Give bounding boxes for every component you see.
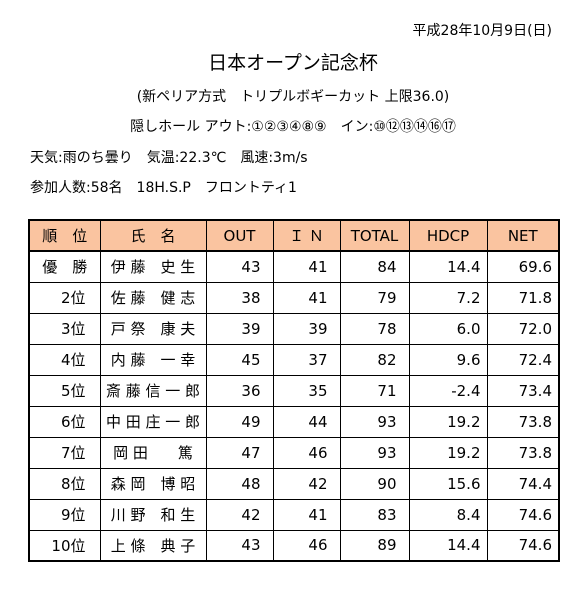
table-row: 10位 上 條 典 子 43 46 89 14.4 74.6 <box>28 529 560 562</box>
page-title: 日本オープン記念杯 <box>208 52 378 74</box>
cell-hdcp: 7.2 <box>408 281 488 314</box>
cell-net: 73.4 <box>486 374 560 407</box>
table-row: 7位 岡 田 篤 47 46 93 19.2 73.8 <box>28 436 560 469</box>
table-row: 5位 斎 藤 信 一 郎 36 35 71 -2.4 73.4 <box>28 374 560 407</box>
cell-out: 47 <box>205 436 274 469</box>
cell-rank: 8位 <box>28 467 101 500</box>
cell-total: 93 <box>339 405 410 438</box>
cell-name: 佐 藤 健 志 <box>99 281 207 314</box>
cell-name: 伊 藤 史 生 <box>99 250 207 283</box>
cell-rank: 5位 <box>28 374 101 407</box>
participants-info: 参加人数:58名 18H.S.P フロントティ1 <box>30 180 297 196</box>
cell-net: 74.6 <box>486 498 560 531</box>
header-rank: 順 位 <box>28 219 101 252</box>
cell-total: 89 <box>339 529 410 562</box>
cell-in: 37 <box>272 343 341 376</box>
header-name: 氏 名 <box>99 219 207 252</box>
cell-total: 93 <box>339 436 410 469</box>
cell-name: 上 條 典 子 <box>99 529 207 562</box>
hidden-holes: 隠しホール アウト:①②③④⑧⑨ イン:⑩⑫⑬⑭⑯⑰ <box>130 119 456 135</box>
cell-total: 71 <box>339 374 410 407</box>
cell-hdcp: 14.4 <box>408 529 488 562</box>
cell-rank: 9位 <box>28 498 101 531</box>
table-row: 8位 森 岡 博 昭 48 42 90 15.6 74.4 <box>28 467 560 500</box>
cell-in: 35 <box>272 374 341 407</box>
cell-out: 42 <box>205 498 274 531</box>
cell-out: 45 <box>205 343 274 376</box>
cell-hdcp: 15.6 <box>408 467 488 500</box>
cell-net: 72.4 <box>486 343 560 376</box>
cell-in: 41 <box>272 498 341 531</box>
table-row: 2位 佐 藤 健 志 38 41 79 7.2 71.8 <box>28 281 560 314</box>
header-hdcp: HDCP <box>408 219 488 252</box>
cell-hdcp: -2.4 <box>408 374 488 407</box>
cell-total: 79 <box>339 281 410 314</box>
cell-total: 84 <box>339 250 410 283</box>
cell-rank: 3位 <box>28 312 101 345</box>
table-row: 9位 川 野 和 生 42 41 83 8.4 74.6 <box>28 498 560 531</box>
cell-out: 48 <box>205 467 274 500</box>
cell-in: 41 <box>272 281 341 314</box>
cell-in: 39 <box>272 312 341 345</box>
cell-name: 斎 藤 信 一 郎 <box>99 374 207 407</box>
cell-out: 38 <box>205 281 274 314</box>
cell-name: 岡 田 篤 <box>99 436 207 469</box>
cell-rank: 7位 <box>28 436 101 469</box>
cell-hdcp: 14.4 <box>408 250 488 283</box>
cell-total: 90 <box>339 467 410 500</box>
header-net: NET <box>486 219 560 252</box>
cell-in: 46 <box>272 436 341 469</box>
cell-net: 74.6 <box>486 529 560 562</box>
cell-name: 中 田 庄 一 郎 <box>99 405 207 438</box>
results-table: 順 位 氏 名 OUT Ｉ Ｎ TOTAL HDCP NET 優 勝 伊 藤 史… <box>28 219 560 562</box>
cell-rank: 4位 <box>28 343 101 376</box>
cell-total: 78 <box>339 312 410 345</box>
table-row: 優 勝 伊 藤 史 生 43 41 84 14.4 69.6 <box>28 250 560 283</box>
cell-net: 72.0 <box>486 312 560 345</box>
cell-net: 71.8 <box>486 281 560 314</box>
cell-in: 46 <box>272 529 341 562</box>
scoring-method: (新ペリア方式 トリプルボギーカット 上限36.0) <box>136 89 450 105</box>
cell-in: 41 <box>272 250 341 283</box>
cell-hdcp: 6.0 <box>408 312 488 345</box>
table-row: 3位 戸 祭 康 夫 39 39 78 6.0 72.0 <box>28 312 560 345</box>
header-out: OUT <box>205 219 274 252</box>
cell-rank: 2位 <box>28 281 101 314</box>
event-date: 平成28年10月9日(日) <box>412 23 552 39</box>
table-row: 4位 内 藤 一 幸 45 37 82 9.6 72.4 <box>28 343 560 376</box>
cell-out: 43 <box>205 529 274 562</box>
cell-net: 69.6 <box>486 250 560 283</box>
header-row: 順 位 氏 名 OUT Ｉ Ｎ TOTAL HDCP NET <box>28 219 560 252</box>
cell-total: 83 <box>339 498 410 531</box>
cell-name: 戸 祭 康 夫 <box>99 312 207 345</box>
cell-net: 73.8 <box>486 436 560 469</box>
cell-in: 42 <box>272 467 341 500</box>
cell-out: 36 <box>205 374 274 407</box>
cell-hdcp: 19.2 <box>408 436 488 469</box>
cell-net: 74.4 <box>486 467 560 500</box>
weather-info: 天気:雨のち曇り 気温:22.3℃ 風速:3m/s <box>30 150 308 166</box>
cell-out: 49 <box>205 405 274 438</box>
cell-rank: 10位 <box>28 529 101 562</box>
cell-hdcp: 8.4 <box>408 498 488 531</box>
cell-hdcp: 19.2 <box>408 405 488 438</box>
cell-name: 内 藤 一 幸 <box>99 343 207 376</box>
table-row: 6位 中 田 庄 一 郎 49 44 93 19.2 73.8 <box>28 405 560 438</box>
cell-total: 82 <box>339 343 410 376</box>
cell-rank: 6位 <box>28 405 101 438</box>
header-total: TOTAL <box>339 219 410 252</box>
cell-hdcp: 9.6 <box>408 343 488 376</box>
cell-net: 73.8 <box>486 405 560 438</box>
cell-in: 44 <box>272 405 341 438</box>
header-in: Ｉ Ｎ <box>272 219 341 252</box>
cell-name: 森 岡 博 昭 <box>99 467 207 500</box>
cell-name: 川 野 和 生 <box>99 498 207 531</box>
cell-out: 39 <box>205 312 274 345</box>
cell-out: 43 <box>205 250 274 283</box>
cell-rank: 優 勝 <box>28 250 101 283</box>
